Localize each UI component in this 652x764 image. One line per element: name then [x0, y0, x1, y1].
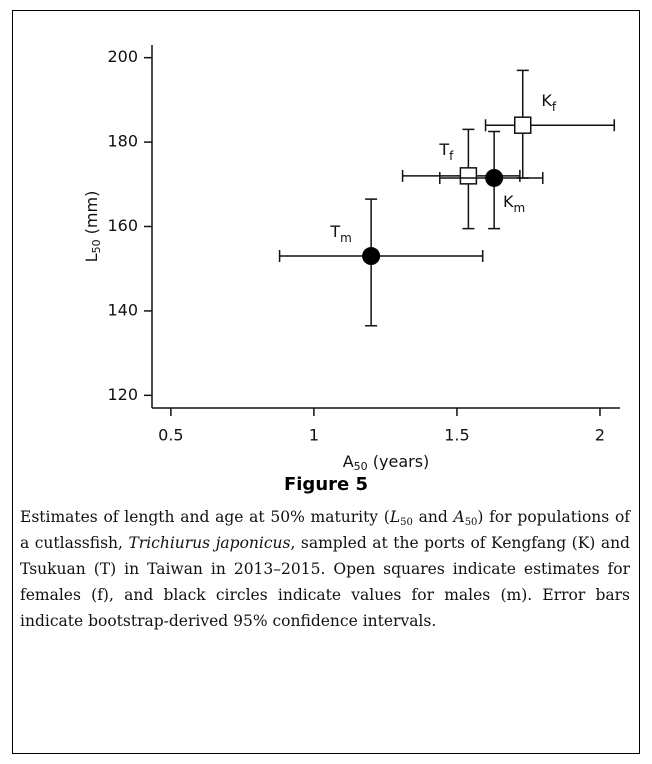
point-label-sub: m	[340, 231, 352, 245]
x-tick-label: 1	[309, 426, 319, 445]
point	[485, 168, 504, 187]
x-axis-label-main: A	[343, 452, 354, 471]
y-axis-label-main: L	[82, 253, 101, 262]
caption-run: ) for populations of a cutlassfish,	[20, 508, 631, 552]
point-label-main: T	[329, 222, 340, 241]
point-label: Tf	[438, 139, 454, 162]
point-label-main: T	[438, 139, 449, 158]
x-tick-label: 0.5	[158, 426, 183, 445]
x-axis-label: A50 (years)	[343, 452, 430, 471]
point-label: Km	[503, 191, 525, 214]
y-tick-label: 200	[107, 47, 138, 66]
error-bar-x	[484, 119, 616, 132]
caption-run: Estimates of length and age at 50% matur…	[20, 508, 390, 526]
caption-run: 50	[464, 517, 478, 528]
x-tick-label: 1.5	[444, 426, 469, 445]
caption-run: Trichiurus japonicus	[128, 534, 291, 552]
y-tick-label: 140	[107, 300, 138, 319]
caption-run: A	[453, 508, 465, 526]
y-tick-label: 160	[107, 216, 138, 235]
y-axis-label-sub: 50	[90, 239, 103, 253]
point-label-sub: m	[514, 200, 526, 214]
caption-run: , sampled at the ports of Kengfang (K) a…	[20, 534, 630, 630]
point-label-sub: f	[449, 148, 454, 162]
caption-run: L	[389, 508, 401, 526]
point-label: Kf	[541, 91, 557, 114]
point-label-main: K	[541, 91, 552, 110]
point-label: Tm	[329, 222, 351, 245]
figure-frame	[12, 10, 640, 754]
y-tick-label: 120	[107, 385, 138, 404]
point-label-sub: f	[552, 100, 557, 114]
point	[459, 167, 478, 185]
x-tick-label: 2	[595, 426, 605, 445]
figure-label: Figure 5	[283, 474, 369, 495]
caption-run: and	[412, 508, 454, 526]
point	[513, 116, 532, 134]
point	[362, 247, 381, 266]
y-axis-label: L50 (mm)	[82, 191, 104, 263]
x-axis-label-rest: (years)	[368, 452, 430, 471]
caption-run: 50	[400, 517, 413, 528]
caption: Estimates of length and age at 50% matur…	[20, 504, 630, 634]
error-bar-x	[278, 250, 484, 263]
y-tick-label: 180	[107, 132, 138, 151]
y-axis-label-rest: (mm)	[82, 191, 101, 240]
point-label-main: K	[503, 191, 514, 210]
x-axis-label-sub: 50	[354, 460, 368, 470]
